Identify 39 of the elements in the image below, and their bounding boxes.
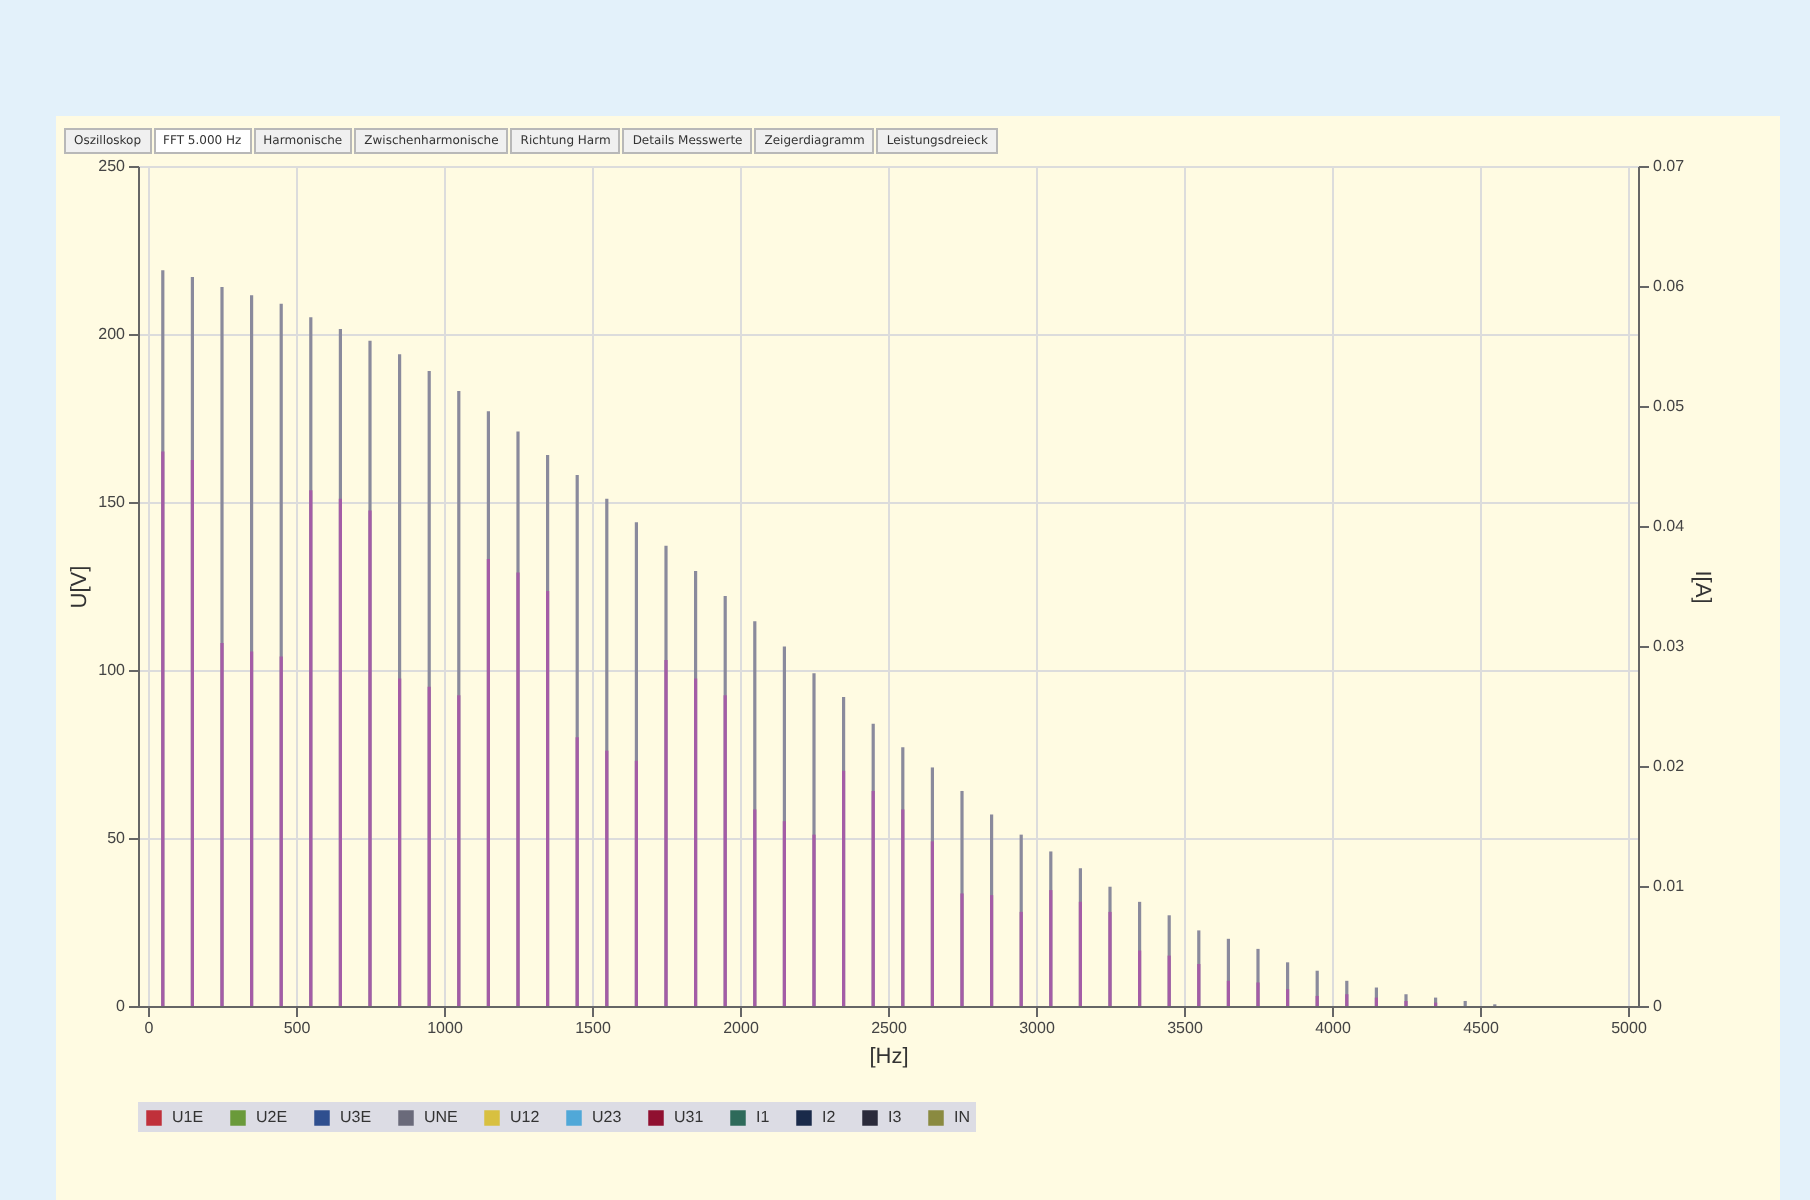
legend-label: U31	[674, 1108, 705, 1126]
legend-label: U23	[592, 1108, 623, 1126]
y-tick-label: 150	[98, 493, 127, 511]
y-tick-label: 100	[98, 661, 127, 679]
y2-tick-label: 0.06	[1653, 277, 1686, 295]
y2-tick-label: 0	[1653, 997, 1663, 1015]
y-tick-label: 200	[98, 325, 127, 343]
x-tick-label: 3000	[1019, 1019, 1056, 1037]
legend-label: U2E	[256, 1108, 288, 1126]
x-tick-label: 3500	[1167, 1019, 1204, 1037]
x-tick-label: 1500	[575, 1019, 612, 1037]
x-tick-label: 500	[283, 1019, 312, 1037]
legend-label: I2	[822, 1108, 837, 1126]
y2-tick-label: 0.01	[1653, 877, 1686, 895]
x-axis-title: [Hz]	[869, 1045, 909, 1069]
y2-tick-label: 0.05	[1653, 397, 1686, 415]
legend-label: U12	[510, 1108, 541, 1126]
y-tick-label: 50	[107, 829, 127, 847]
y-tick-label: 0	[116, 997, 127, 1015]
y2-axis-title: I[A]	[1690, 570, 1715, 604]
y2-tick-label: 0.04	[1653, 517, 1686, 535]
y2-tick-label: 0.02	[1653, 757, 1686, 775]
y2-tick-label: 0.03	[1653, 637, 1686, 655]
legend-label: I3	[888, 1108, 903, 1126]
legend-label: U3E	[340, 1108, 372, 1126]
legend-label: UNE	[424, 1108, 458, 1126]
legend-label: IN	[954, 1108, 971, 1126]
x-tick-label: 2500	[871, 1019, 908, 1037]
y2-tick-label: 0.07	[1653, 157, 1686, 175]
x-tick-label: 2000	[723, 1019, 760, 1037]
legend-label: I1	[756, 1108, 771, 1126]
x-tick-label: 4500	[1463, 1019, 1500, 1037]
x-tick-label: 0	[144, 1019, 155, 1037]
y-tick-label: 250	[98, 157, 127, 175]
x-tick-label: 4000	[1315, 1019, 1352, 1037]
legend-label: U1E	[172, 1108, 204, 1126]
x-tick-label: 1000	[427, 1019, 464, 1037]
y-axis-title: U[V]	[68, 565, 93, 609]
x-tick-label: 5000	[1611, 1019, 1648, 1037]
